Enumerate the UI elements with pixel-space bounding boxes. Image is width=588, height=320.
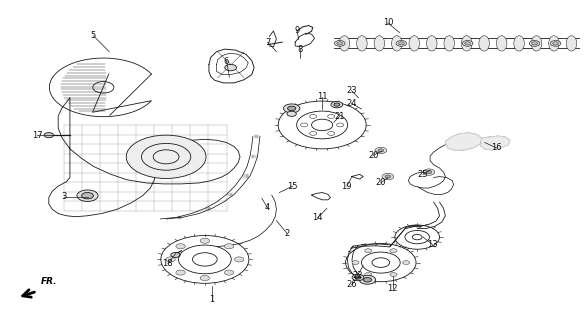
Ellipse shape bbox=[496, 36, 507, 51]
Text: 10: 10 bbox=[383, 19, 393, 28]
Circle shape bbox=[176, 270, 185, 275]
Circle shape bbox=[363, 277, 372, 282]
Ellipse shape bbox=[566, 36, 577, 51]
Text: 24: 24 bbox=[346, 99, 357, 108]
Circle shape bbox=[403, 261, 410, 265]
Circle shape bbox=[375, 147, 387, 154]
Circle shape bbox=[529, 41, 540, 46]
Ellipse shape bbox=[426, 36, 437, 51]
Circle shape bbox=[359, 275, 376, 284]
Text: 17: 17 bbox=[32, 131, 42, 140]
Text: 19: 19 bbox=[342, 182, 352, 191]
Circle shape bbox=[553, 42, 559, 45]
Circle shape bbox=[365, 249, 372, 252]
Text: 11: 11 bbox=[317, 92, 328, 101]
Circle shape bbox=[310, 115, 317, 118]
Text: 20: 20 bbox=[376, 179, 386, 188]
Text: 23: 23 bbox=[346, 86, 357, 95]
Text: 15: 15 bbox=[288, 182, 298, 191]
Ellipse shape bbox=[357, 36, 367, 51]
Text: 16: 16 bbox=[491, 143, 502, 152]
Circle shape bbox=[550, 41, 561, 46]
Ellipse shape bbox=[374, 36, 385, 51]
Polygon shape bbox=[445, 133, 482, 150]
Circle shape bbox=[399, 42, 405, 45]
Circle shape bbox=[423, 169, 435, 175]
Circle shape bbox=[365, 273, 372, 276]
Ellipse shape bbox=[444, 36, 455, 51]
Circle shape bbox=[82, 193, 93, 199]
Circle shape bbox=[225, 270, 234, 275]
Text: 14: 14 bbox=[312, 213, 323, 222]
Circle shape bbox=[200, 238, 209, 243]
Text: 18: 18 bbox=[162, 259, 173, 268]
Circle shape bbox=[44, 132, 54, 138]
Text: 26: 26 bbox=[346, 280, 357, 289]
Ellipse shape bbox=[549, 36, 559, 51]
Circle shape bbox=[310, 132, 317, 135]
Circle shape bbox=[287, 111, 296, 116]
Text: 12: 12 bbox=[387, 284, 398, 292]
Text: 1: 1 bbox=[209, 295, 215, 304]
Circle shape bbox=[426, 171, 432, 174]
Text: 25: 25 bbox=[418, 170, 428, 179]
Text: 22: 22 bbox=[352, 271, 363, 280]
Circle shape bbox=[396, 41, 407, 46]
Circle shape bbox=[176, 244, 185, 249]
Circle shape bbox=[465, 42, 470, 45]
Circle shape bbox=[225, 244, 234, 249]
Circle shape bbox=[328, 132, 335, 135]
Ellipse shape bbox=[392, 36, 402, 51]
Circle shape bbox=[352, 261, 359, 265]
Circle shape bbox=[331, 101, 343, 108]
Circle shape bbox=[200, 276, 209, 281]
Ellipse shape bbox=[532, 36, 542, 51]
Circle shape bbox=[334, 103, 340, 106]
Text: 3: 3 bbox=[61, 192, 66, 201]
Circle shape bbox=[355, 276, 361, 279]
Circle shape bbox=[390, 249, 397, 252]
Circle shape bbox=[235, 257, 244, 262]
Circle shape bbox=[378, 149, 384, 152]
Text: 5: 5 bbox=[91, 31, 96, 40]
Circle shape bbox=[382, 173, 394, 180]
Text: 9: 9 bbox=[295, 26, 299, 35]
Text: 20: 20 bbox=[368, 151, 379, 160]
Circle shape bbox=[385, 175, 391, 178]
Circle shape bbox=[283, 104, 300, 113]
Circle shape bbox=[300, 123, 308, 127]
Circle shape bbox=[328, 115, 335, 118]
Circle shape bbox=[337, 42, 343, 45]
Text: 8: 8 bbox=[297, 44, 303, 54]
Circle shape bbox=[166, 257, 175, 262]
Circle shape bbox=[335, 41, 345, 46]
Text: 21: 21 bbox=[335, 112, 345, 121]
Polygon shape bbox=[480, 136, 510, 150]
Ellipse shape bbox=[479, 36, 489, 51]
Text: 6: 6 bbox=[224, 57, 229, 66]
Text: 7: 7 bbox=[265, 38, 270, 47]
Ellipse shape bbox=[339, 36, 350, 51]
Ellipse shape bbox=[462, 36, 472, 51]
Circle shape bbox=[171, 252, 180, 258]
Text: FR.: FR. bbox=[41, 276, 57, 285]
Text: 2: 2 bbox=[285, 229, 289, 238]
Ellipse shape bbox=[409, 36, 420, 51]
Circle shape bbox=[532, 42, 537, 45]
Circle shape bbox=[352, 274, 364, 281]
Circle shape bbox=[126, 135, 206, 179]
Circle shape bbox=[337, 123, 344, 127]
Text: 4: 4 bbox=[265, 203, 270, 212]
Text: 13: 13 bbox=[427, 240, 437, 249]
Circle shape bbox=[288, 106, 296, 111]
Circle shape bbox=[77, 190, 98, 201]
Circle shape bbox=[225, 64, 236, 71]
Ellipse shape bbox=[514, 36, 524, 51]
Circle shape bbox=[390, 273, 397, 276]
Circle shape bbox=[462, 41, 473, 46]
